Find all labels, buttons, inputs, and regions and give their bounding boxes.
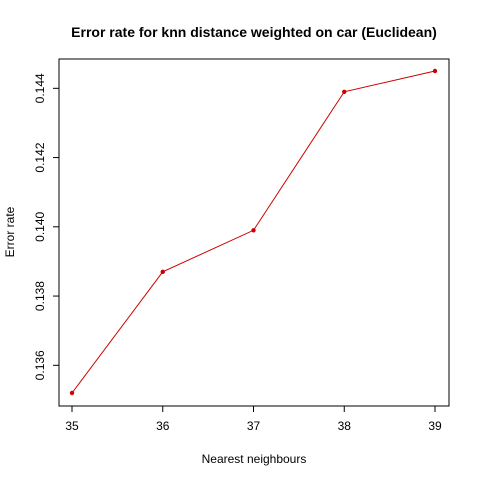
y-tick-label: 0.142 <box>33 142 47 172</box>
data-point <box>342 89 347 94</box>
data-point <box>160 269 165 275</box>
data-point <box>69 390 75 396</box>
x-axis-label: Nearest neighbours <box>202 452 307 466</box>
y-tick-label: 0.136 <box>33 350 47 380</box>
series-layer <box>69 68 438 396</box>
chart-title: Error rate for knn distance weighted on … <box>71 24 437 40</box>
x-tick-label: 39 <box>428 419 442 433</box>
data-point <box>251 228 256 233</box>
y-tick-label: 0.140 <box>33 211 47 241</box>
x-tick-label: 37 <box>247 419 261 433</box>
x-axis: 35 36 37 38 39 <box>65 406 442 433</box>
y-axis-label: Error rate <box>3 206 17 257</box>
y-tick-label: 0.138 <box>33 281 47 311</box>
y-tick-label: 0.144 <box>33 73 47 103</box>
x-tick-label: 35 <box>65 419 79 433</box>
y-axis: 0.136 0.138 0.140 0.142 0.144 <box>33 73 59 380</box>
data-point <box>432 68 438 74</box>
x-tick-label: 38 <box>338 419 352 433</box>
x-tick-label: 36 <box>156 419 170 433</box>
plot-frame <box>58 58 450 407</box>
